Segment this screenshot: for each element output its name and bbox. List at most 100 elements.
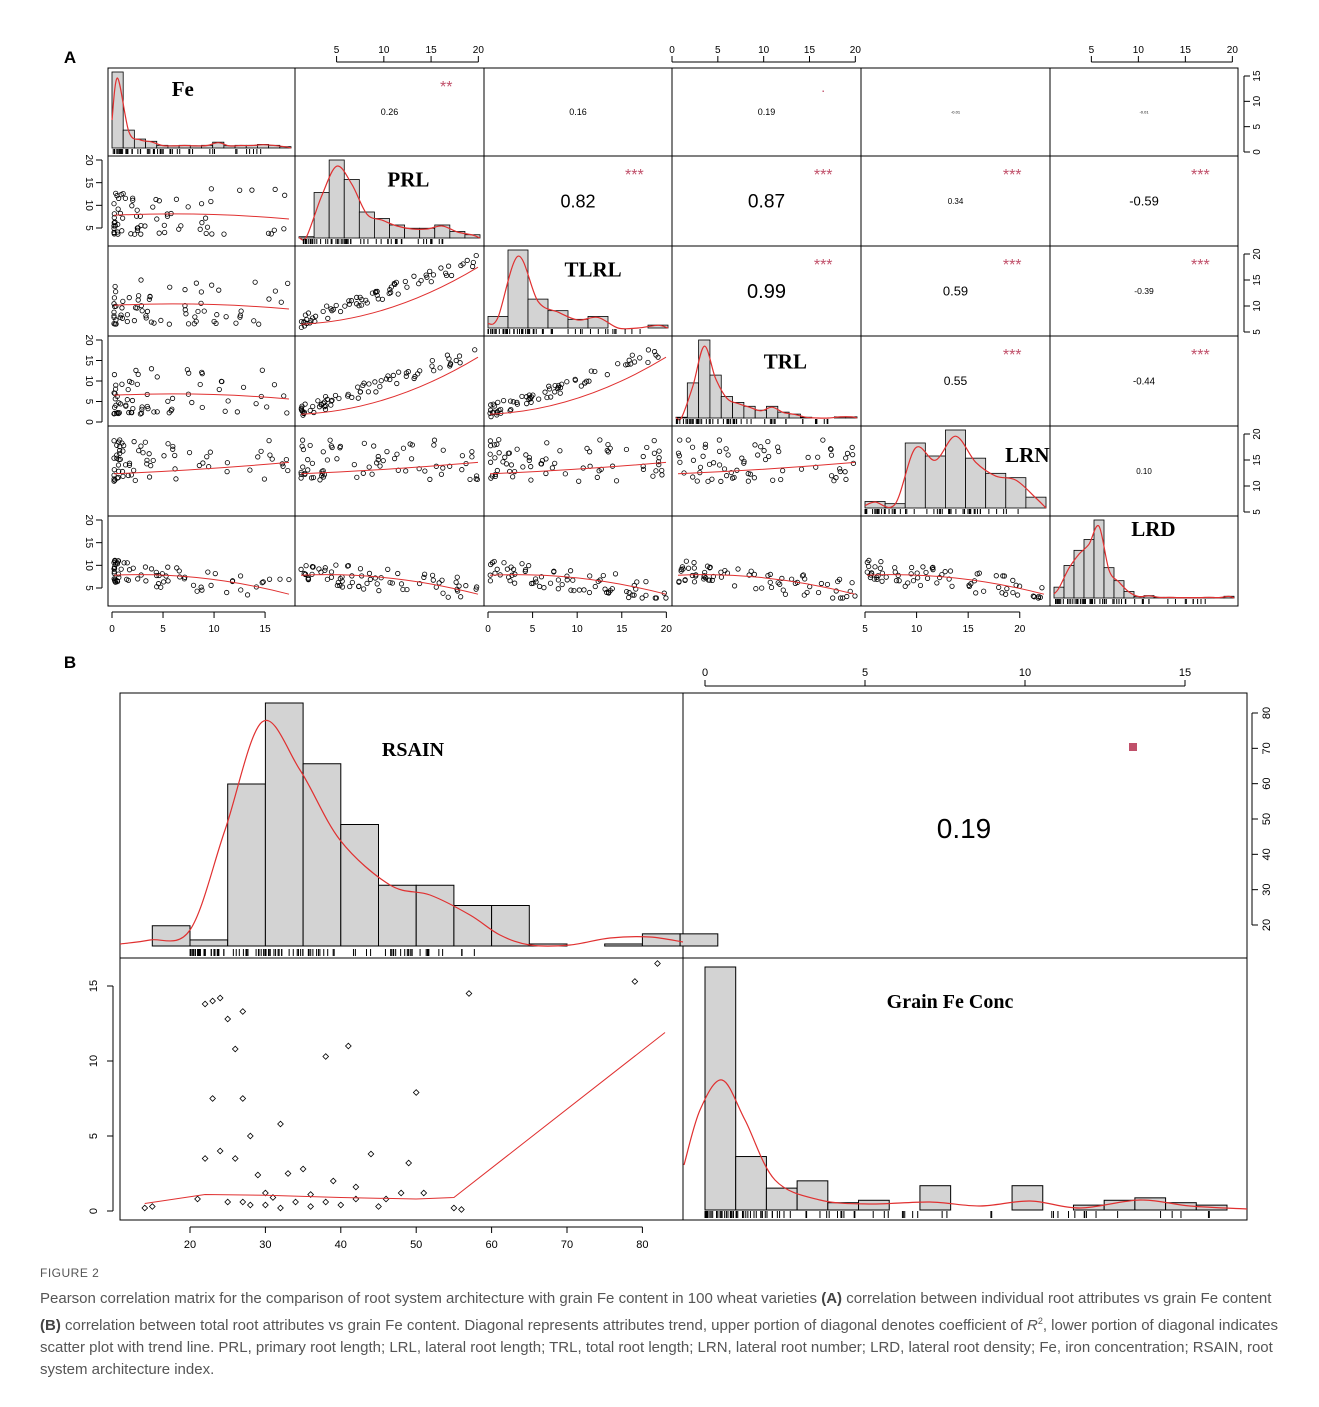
trend-line [113, 461, 290, 475]
scatter-point [320, 400, 326, 406]
scatter-point [920, 564, 926, 570]
scatter-point [716, 448, 723, 454]
scatter-point [509, 572, 515, 578]
scatter-point [324, 303, 330, 309]
scatter-point [567, 568, 574, 574]
scatter-point [209, 1095, 216, 1102]
scatter-point [124, 318, 130, 325]
trend-line [113, 393, 290, 400]
scatter-point [277, 1204, 284, 1212]
scatter-point [440, 590, 446, 596]
panel-b-bottom-tick-label: 80 [636, 1239, 648, 1251]
right-tlrl-tick-label: 10 [1252, 300, 1263, 312]
scatter-point [115, 462, 122, 468]
scatter-point [139, 406, 145, 412]
scatter-point [443, 270, 449, 276]
scatter-point [305, 457, 311, 463]
histogram-bar-prl [343, 179, 360, 239]
scatter-point [259, 580, 265, 586]
scatter-point [547, 580, 554, 586]
scatter-point [120, 473, 126, 479]
scatter-point [626, 590, 632, 596]
scatter-point [382, 1195, 390, 1203]
scatter-point [892, 565, 898, 571]
diagonal-label-lrd: LRD [1131, 517, 1175, 541]
scatter-point [445, 594, 451, 600]
panel-b-right-tick-label: 20 [1261, 919, 1273, 931]
scatter-point [115, 474, 121, 481]
scatter-point [465, 990, 473, 997]
scatter-point [651, 438, 657, 444]
scatter-point [324, 576, 331, 582]
scatter-point [999, 590, 1005, 596]
scatter-point [707, 577, 713, 583]
scatter-point [170, 443, 176, 450]
scatter-point [371, 443, 377, 449]
scatter-point [507, 398, 514, 404]
scatter-point [487, 459, 494, 465]
scatter-point [448, 361, 454, 367]
left-prl-tick-label: 5 [83, 225, 94, 231]
scatter-point [875, 573, 881, 579]
scatter-point [651, 349, 658, 355]
scatter-point [643, 592, 649, 598]
scatter-point [606, 589, 612, 595]
scatter-point [718, 574, 725, 580]
scatter-point [775, 444, 781, 450]
scatter-point [114, 452, 120, 458]
scatter-point [581, 587, 587, 593]
scatter-point [135, 297, 141, 303]
scatter-point [436, 580, 442, 586]
panel-b-label: B [64, 653, 76, 672]
scatter-point [317, 477, 323, 483]
scatter-point [751, 475, 757, 481]
scatter-point [111, 211, 117, 217]
scatter-point [524, 401, 530, 407]
scatter-point [131, 467, 137, 473]
scatter-point [363, 297, 369, 303]
scatter-point [678, 566, 684, 573]
scatter-point [592, 368, 598, 375]
matrix-cell-lrd-tlrl [483, 515, 673, 607]
scatter-point [281, 226, 287, 232]
scatter-point [491, 558, 497, 565]
scatter-point [562, 471, 568, 477]
histogram-bar-lrn [1025, 496, 1047, 509]
histogram-bar-rsain [227, 783, 266, 947]
scatter-point [474, 476, 480, 483]
scatter-point [847, 588, 853, 594]
scatter-point [637, 355, 643, 361]
scatter-point [258, 448, 264, 454]
scatter-point [284, 1170, 292, 1177]
histogram-bar-prl [313, 192, 330, 239]
scatter-point [216, 287, 222, 293]
panel-b-top-tick-label: 15 [1179, 667, 1191, 679]
scatter-point [169, 395, 176, 401]
histogram-bar-rsain [264, 702, 304, 947]
scatter-point [238, 308, 244, 314]
top-prl-tick-label: 10 [378, 45, 390, 56]
scatter-point [844, 450, 851, 456]
scatter-point [125, 577, 132, 583]
scatter-point [115, 571, 122, 577]
scatter-point [332, 392, 339, 399]
correlation-value-fe-lrn: -0.01 [951, 109, 961, 114]
scatter-point [194, 588, 200, 594]
scatter-point [624, 588, 630, 595]
scatter-point [337, 576, 343, 582]
scatter-point [792, 580, 798, 586]
scatter-point [930, 567, 936, 573]
right-tlrl-tick-label: 5 [1252, 329, 1263, 335]
scatter-point [345, 563, 351, 569]
scatter-point [119, 228, 125, 234]
scatter-point [333, 302, 339, 309]
scatter-point [111, 225, 117, 232]
scatter-point [142, 439, 148, 445]
scatter-point [522, 567, 529, 573]
scatter-point [843, 455, 849, 461]
trend-line [489, 574, 667, 595]
scatter-point [154, 409, 160, 415]
scatter-point [716, 462, 723, 468]
scatter-point [564, 577, 570, 583]
scatter-point [231, 1045, 239, 1053]
